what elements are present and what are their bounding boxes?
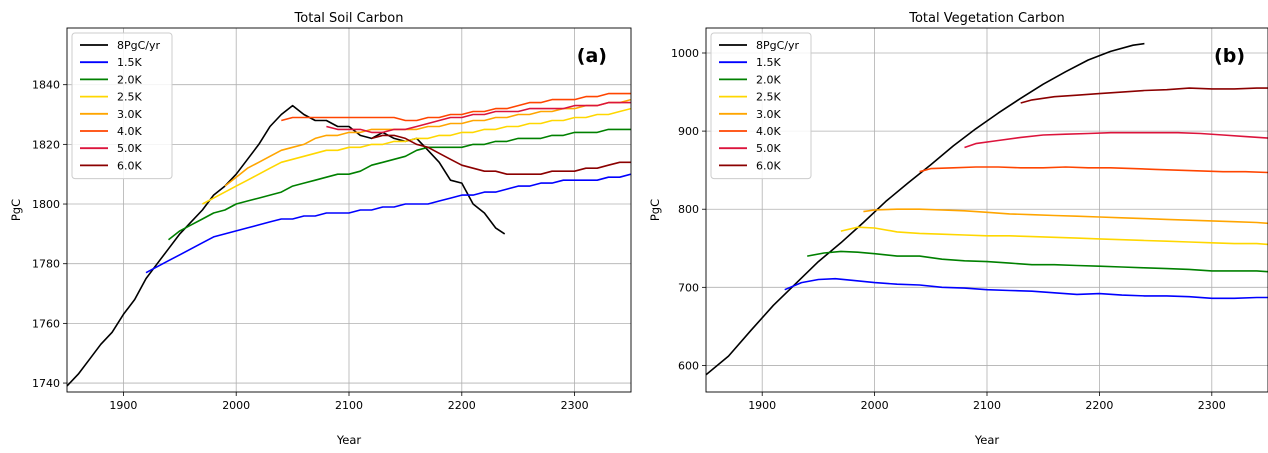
x-tick-label: 2200 xyxy=(1085,399,1113,412)
legend-label: 5.0K xyxy=(117,142,142,155)
x-tick-label: 2000 xyxy=(222,399,250,412)
series-line-1-5k xyxy=(145,173,631,274)
legend-label: 3.0K xyxy=(117,108,142,121)
chart-panel-a: 1900 2000 2100 2200 2300 1740 1760 1780 1800 1820… xyxy=(9,11,632,447)
series-line-5-0k xyxy=(326,101,631,134)
series-line-2-0k xyxy=(168,128,631,241)
x-tick-label: 2000 xyxy=(861,399,889,412)
y-tick-label: 1820 xyxy=(32,138,60,151)
chart-title: Total Vegetation Carbon xyxy=(908,11,1065,26)
legend-label: 2.5K xyxy=(117,91,142,104)
legend-label: 8PgC/yr xyxy=(117,39,161,52)
series-line-2-0k xyxy=(807,250,1268,273)
panel-label: (a) xyxy=(577,45,607,67)
y-tick-label: 900 xyxy=(678,125,699,138)
y-tick-label: 1800 xyxy=(32,198,60,211)
x-axis-label: Year xyxy=(336,433,362,447)
x-tick-label: 2100 xyxy=(973,399,1001,412)
y-tick-label: 1780 xyxy=(32,258,60,271)
legend-label: 8PgC/yr xyxy=(756,39,800,52)
chart-title: Total Soil Carbon xyxy=(294,11,404,26)
legend: 8PgC/yr 1.5K 2.0K 2.5K 3.0K 4.0K 5.0K 6.0K xyxy=(710,32,812,180)
series-line-5-0k xyxy=(964,131,1268,149)
y-tick-label: 600 xyxy=(678,359,699,372)
y-tick-label: 1760 xyxy=(32,317,60,330)
series-line-2-5k xyxy=(840,226,1268,246)
legend-label: 6.0K xyxy=(117,159,142,172)
legend-label: 6.0K xyxy=(756,159,781,172)
legend-label: 3.0K xyxy=(756,108,781,121)
y-tick-label: 800 xyxy=(678,203,699,216)
x-tick-label: 2300 xyxy=(561,399,589,412)
x-tick-label: 2100 xyxy=(335,399,363,412)
legend-label: 5.0K xyxy=(756,142,781,155)
legend-label: 2.0K xyxy=(756,73,781,86)
y-axis-label: PgC xyxy=(648,199,662,221)
series-line-1-5k xyxy=(784,277,1268,300)
y-tick-label: 1740 xyxy=(32,377,60,390)
legend-box xyxy=(71,32,173,180)
series-line-6-0k xyxy=(1020,87,1268,104)
x-tick-label: 2200 xyxy=(448,399,476,412)
y-axis-label: PgC xyxy=(9,199,23,221)
series-line-2-5k xyxy=(202,107,631,205)
x-axis-label: Year xyxy=(974,433,1000,447)
legend-label: 4.0K xyxy=(756,125,781,138)
legend-label: 2.5K xyxy=(756,91,781,104)
series-line-6-0k xyxy=(371,134,631,175)
x-tick-label: 1900 xyxy=(748,399,776,412)
series-line-4-0k xyxy=(919,166,1268,174)
legend: 8PgC/yr 1.5K 2.0K 2.5K 3.0K 4.0K 5.0K 6.0K xyxy=(71,32,173,180)
panel-label: (b) xyxy=(1214,45,1245,67)
legend-label: 1.5K xyxy=(756,56,781,69)
legend-label: 2.0K xyxy=(117,73,142,86)
series-line-4-0k xyxy=(281,92,631,122)
legend-box xyxy=(710,32,812,180)
y-tick-label: 1840 xyxy=(32,79,60,92)
y-tick-label: 1000 xyxy=(671,47,699,60)
series-line-8pgc-yr xyxy=(706,42,1145,376)
y-tick-label: 700 xyxy=(678,281,699,294)
legend-label: 4.0K xyxy=(117,125,142,138)
x-tick-label: 1900 xyxy=(109,399,137,412)
series-line-8pgc-yr xyxy=(67,104,506,387)
chart-panel-b: 1900 2000 2100 2200 2300 600 700 800 900 1000 Tota… xyxy=(648,11,1268,447)
series-line-3-0k xyxy=(224,98,631,187)
legend-label: 1.5K xyxy=(117,56,142,69)
series-line-3-0k xyxy=(863,208,1268,225)
x-tick-label: 2300 xyxy=(1198,399,1226,412)
